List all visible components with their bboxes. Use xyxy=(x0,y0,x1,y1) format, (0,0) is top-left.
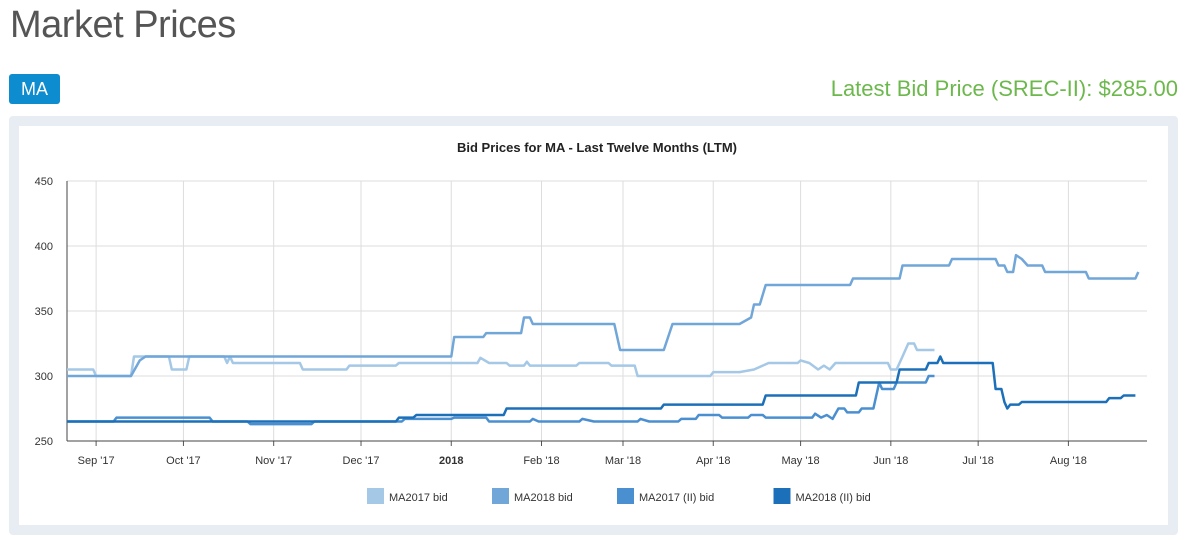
x-tick-label: May '18 xyxy=(781,455,819,467)
legend-swatch xyxy=(617,488,634,504)
chart-title: Bid Prices for MA - Last Twelve Months (… xyxy=(457,140,737,155)
legend-label: MA2017 (II) bid xyxy=(639,492,714,504)
x-tick-label: Jul '18 xyxy=(962,455,993,467)
chart-legend: MA2017 bid MA2018 bid MA2017 (II) bid MA201… xyxy=(367,488,871,504)
chart-panel: Bid Prices for MA - Last Twelve Months (… xyxy=(9,116,1178,535)
x-tick-label: Mar '18 xyxy=(605,455,641,467)
latest-bid-label: Latest Bid Price (SREC-II): xyxy=(830,76,1093,101)
legend-swatch xyxy=(773,488,791,504)
x-tick-label: Dec '17 xyxy=(343,455,380,467)
x-tick-label: Jun '18 xyxy=(873,455,908,467)
series-line-4 xyxy=(67,355,1136,423)
latest-bid-price: Latest Bid Price (SREC-II): $285.00 xyxy=(831,76,1178,102)
legend-item-1[interactable]: MA2017 bid xyxy=(367,488,448,504)
x-axis: Sep '17 Oct '17 Nov '17 Dec '17 2018 Feb '18 M… xyxy=(67,440,1147,467)
latest-bid-value: $285.00 xyxy=(1098,76,1178,101)
legend-label: MA2018 (II) bid xyxy=(796,492,871,504)
y-tick-label: 400 xyxy=(35,241,53,253)
series-lines xyxy=(67,253,1140,426)
legend-swatch xyxy=(492,488,509,504)
page-title: Market Prices xyxy=(10,4,236,46)
y-tick-label: 450 xyxy=(35,176,53,188)
series-line-1 xyxy=(67,342,935,378)
chart-grid xyxy=(67,180,1147,442)
legend-label: MA2018 bid xyxy=(514,492,573,504)
y-axis: 250 300 350 400 450 xyxy=(35,176,68,448)
legend-swatch xyxy=(367,488,384,504)
x-tick-label: Sep '17 xyxy=(78,455,115,467)
state-ma-button[interactable]: MA xyxy=(9,74,60,104)
x-tick-label: Aug '18 xyxy=(1050,455,1087,467)
chart-card: Bid Prices for MA - Last Twelve Months (… xyxy=(19,126,1168,525)
series-line-3 xyxy=(67,374,935,426)
bid-price-chart: Bid Prices for MA - Last Twelve Months (… xyxy=(35,140,1147,504)
x-tick-label: Oct '17 xyxy=(166,455,201,467)
legend-item-2[interactable]: MA2018 bid xyxy=(492,488,573,504)
x-tick-label: 2018 xyxy=(439,455,463,467)
y-tick-label: 350 xyxy=(35,306,53,318)
legend-label: MA2017 bid xyxy=(389,492,448,504)
y-tick-label: 300 xyxy=(35,371,53,383)
x-tick-label: Nov '17 xyxy=(255,455,292,467)
legend-item-4[interactable]: MA2018 (II) bid xyxy=(773,488,871,504)
x-tick-label: Feb '18 xyxy=(523,455,559,467)
y-tick-label: 250 xyxy=(35,436,53,448)
legend-item-3[interactable]: MA2017 (II) bid xyxy=(617,488,714,504)
series-line-2 xyxy=(67,253,1140,378)
x-tick-label: Apr '18 xyxy=(696,455,731,467)
